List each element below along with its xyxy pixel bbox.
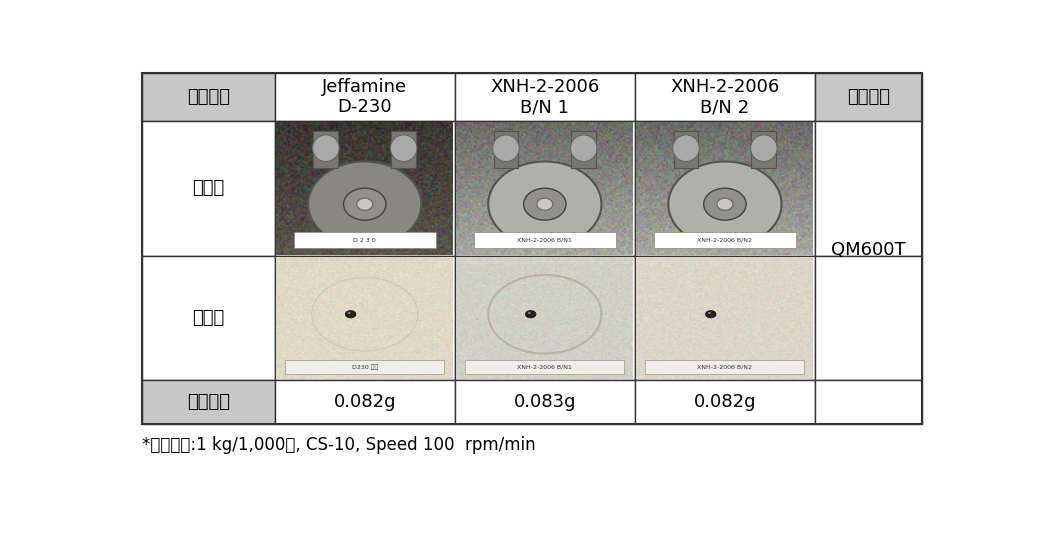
Circle shape [708, 312, 711, 314]
Text: 평가기기: 평가기기 [847, 88, 890, 106]
Text: QM600T: QM600T [831, 241, 906, 260]
Text: *시험조건:1 kg/1,000회, CS-10, Speed 100  rpm/min: *시험조건:1 kg/1,000회, CS-10, Speed 100 rpm/… [142, 436, 536, 455]
Bar [455, 380, 635, 424]
Text: 평가항목: 평가항목 [187, 88, 229, 106]
Bar [646, 360, 804, 375]
Bar [493, 131, 518, 168]
Circle shape [348, 312, 351, 314]
Bar [571, 131, 596, 168]
Circle shape [344, 188, 386, 220]
Bar [635, 256, 815, 380]
Bar [455, 73, 635, 121]
Bar [391, 131, 416, 168]
Bar [275, 73, 455, 121]
Polygon shape [668, 162, 782, 247]
Circle shape [525, 311, 536, 318]
Bar [294, 232, 436, 248]
Bar [674, 131, 699, 168]
Circle shape [346, 311, 356, 318]
Ellipse shape [493, 135, 519, 162]
Ellipse shape [571, 135, 597, 162]
Bar [275, 121, 455, 256]
Bar [455, 256, 635, 380]
Bar [142, 73, 275, 121]
Circle shape [528, 312, 530, 314]
Bar [142, 121, 275, 256]
Bar [275, 256, 455, 380]
Circle shape [537, 198, 553, 210]
Text: XNH-2-2006 B/N1: XNH-2-2006 B/N1 [517, 365, 572, 370]
Bar [815, 380, 922, 424]
Text: D230 제조: D230 제조 [352, 365, 378, 370]
Bar [635, 73, 815, 121]
Text: 마모감량: 마모감량 [187, 393, 229, 411]
Bar [815, 256, 922, 380]
Circle shape [523, 188, 566, 220]
Bar [285, 360, 444, 375]
Text: 0.082g: 0.082g [693, 393, 756, 411]
Text: Jeffamine
D-230: Jeffamine D-230 [322, 78, 407, 117]
Bar [142, 256, 275, 380]
Circle shape [704, 188, 746, 220]
Bar [313, 131, 338, 168]
Circle shape [357, 198, 373, 210]
Bar [752, 131, 776, 168]
Bar [815, 73, 922, 121]
Circle shape [717, 198, 733, 210]
Ellipse shape [312, 135, 339, 162]
Text: XNH-2-2006
B/N 2: XNH-2-2006 B/N 2 [671, 78, 780, 117]
Text: 0.082g: 0.082g [333, 393, 397, 411]
Bar [635, 380, 815, 424]
Text: XNH-2-2006 B/N1: XNH-2-2006 B/N1 [517, 238, 572, 243]
Text: 시험전: 시험전 [192, 179, 224, 197]
Ellipse shape [673, 135, 700, 162]
Bar [142, 380, 275, 424]
Bar [815, 121, 922, 256]
Ellipse shape [750, 135, 777, 162]
Text: 시험후: 시험후 [192, 309, 224, 327]
Text: XNH-2-2006 B/N2: XNH-2-2006 B/N2 [698, 238, 753, 243]
Bar [474, 232, 616, 248]
Polygon shape [488, 162, 601, 247]
Bar [142, 73, 922, 424]
Text: D 2 3 0: D 2 3 0 [353, 238, 376, 243]
Bar [275, 380, 455, 424]
Text: 0.083g: 0.083g [514, 393, 576, 411]
Bar [654, 232, 796, 248]
Circle shape [706, 311, 716, 318]
Bar [465, 360, 625, 375]
Text: XNH-2-2006
B/N 1: XNH-2-2006 B/N 1 [490, 78, 600, 117]
Ellipse shape [390, 135, 417, 162]
Bar [455, 121, 635, 256]
Text: XNH-2-2006 B/N2: XNH-2-2006 B/N2 [698, 365, 753, 370]
Bar [635, 121, 815, 256]
Polygon shape [308, 162, 421, 247]
